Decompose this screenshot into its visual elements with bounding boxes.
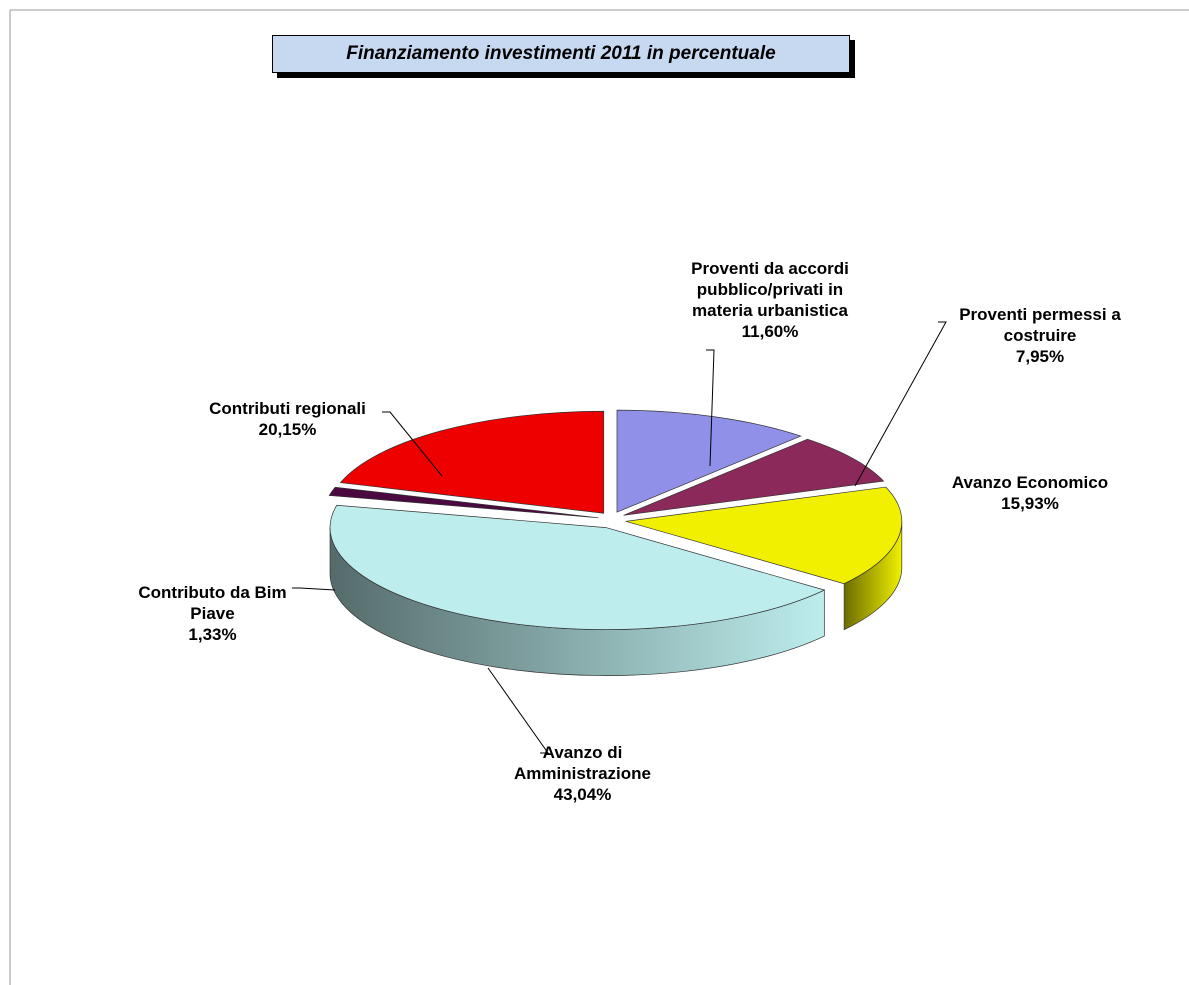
category-name: Proventi permessi a costruire: [959, 305, 1121, 345]
category-name: Avanzo Economico: [951, 473, 1109, 492]
value-label: 11,60%: [741, 322, 799, 341]
slice-label: Avanzo Economico 15,93%: [920, 472, 1140, 514]
slice-top: [625, 486, 903, 585]
slice-label: Avanzo di Amministrazione 43,04%: [490, 742, 675, 805]
slice-label: Proventi permessi a costruire 7,95%: [940, 304, 1140, 367]
slice-top: [616, 409, 802, 513]
value-label: 1,33%: [188, 625, 237, 644]
chart-title: Finanziamento investimenti 2011 in perce…: [272, 35, 850, 73]
slice-top: [623, 438, 885, 516]
value-label: 7,95%: [1015, 347, 1065, 366]
slice-top: [328, 486, 599, 519]
category-name: Contributo da Bim Piave: [138, 583, 287, 623]
value-label: 20,15%: [258, 420, 317, 439]
leader-line: [487, 667, 549, 754]
slice-label: Contributi regionali 20,15%: [170, 398, 405, 440]
leader-line: [854, 321, 947, 487]
slice-label: Contributo da Bim Piave 1,33%: [130, 582, 295, 645]
slice-top: [329, 504, 826, 630]
leader-line: [292, 587, 336, 591]
leader-line: [382, 411, 443, 477]
leader-line: [706, 349, 715, 467]
slice-label: Proventi da accordi pubblico/privati in …: [670, 258, 870, 342]
slice-top: [339, 410, 605, 514]
category-name: Avanzo di Amministrazione: [514, 743, 651, 783]
category-name: Proventi da accordi pubblico/privati in …: [691, 259, 849, 320]
category-name: Contributi regionali: [209, 399, 366, 418]
value-label: 43,04%: [553, 785, 612, 804]
value-label: 15,93%: [1001, 494, 1059, 513]
